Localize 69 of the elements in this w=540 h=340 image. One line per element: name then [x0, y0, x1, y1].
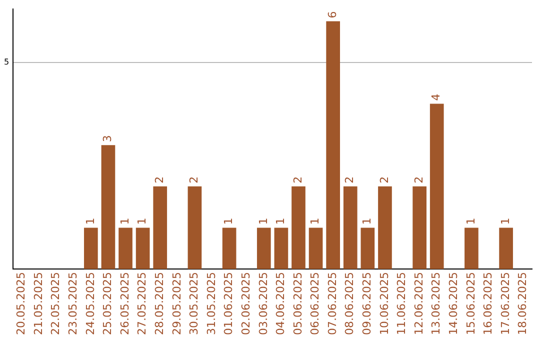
- bar: [499, 228, 513, 270]
- data-label: 6: [326, 11, 339, 18]
- x-tick-label: 16.06.2025: [482, 272, 495, 336]
- data-label: 2: [152, 176, 166, 184]
- x-tick-label: 23.05.2025: [66, 272, 80, 336]
- data-label: 1: [360, 218, 374, 225]
- data-label: 2: [343, 176, 356, 184]
- bar: [153, 186, 168, 270]
- bar: [360, 228, 375, 270]
- data-label: 1: [498, 218, 512, 225]
- x-tick-label: 26.05.2025: [118, 272, 132, 336]
- bar: [136, 228, 150, 270]
- x-tick-label: 11.06.2025: [395, 272, 408, 336]
- x-tick-label: 29.05.2025: [170, 272, 184, 336]
- x-tick-label: 31.05.2025: [204, 272, 218, 336]
- data-label: 1: [222, 218, 236, 225]
- x-tick-label: 20.05.2025: [14, 272, 28, 336]
- x-tick-label: 09.06.2025: [360, 272, 374, 336]
- x-tick-label: 01.06.2025: [222, 272, 236, 336]
- x-tick-label: 06.06.2025: [308, 272, 322, 336]
- data-label: 2: [378, 176, 391, 184]
- data-label: 1: [256, 218, 270, 225]
- bar: [188, 186, 202, 270]
- x-tick-label: 22.05.2025: [49, 272, 62, 336]
- x-tick-label: 28.05.2025: [152, 272, 166, 336]
- bar: [274, 228, 288, 270]
- x-tick-label: 10.06.2025: [378, 272, 391, 336]
- x-tick-label: 30.05.2025: [188, 272, 201, 336]
- data-label: 1: [84, 218, 97, 225]
- bar: [430, 104, 444, 270]
- data-label: 4: [430, 94, 443, 101]
- x-tick-label: 04.06.2025: [274, 272, 288, 336]
- bar: [378, 186, 392, 270]
- x-tick-label: 15.06.2025: [464, 272, 478, 336]
- data-label: 1: [464, 218, 478, 225]
- x-tick-label: 14.06.2025: [447, 272, 460, 336]
- data-label: 1: [118, 218, 132, 225]
- x-tick-label: 27.05.2025: [136, 272, 149, 336]
- bar: [256, 228, 271, 270]
- data-label: 2: [291, 176, 304, 184]
- x-tick-label: 21.05.2025: [32, 272, 45, 336]
- x-tick-label: 17.06.2025: [498, 272, 512, 336]
- x-tick-label: 03.06.2025: [256, 272, 270, 336]
- x-tick-label: 07.06.2025: [326, 272, 339, 336]
- bar: [222, 228, 236, 270]
- bar: [292, 186, 306, 270]
- data-label: 1: [136, 218, 149, 225]
- x-tick-label: 02.06.2025: [239, 272, 252, 336]
- bar: [308, 228, 323, 270]
- bar: [464, 228, 478, 270]
- bar: [326, 21, 340, 270]
- x-tick-label: 18.06.2025: [516, 272, 530, 336]
- x-tick-label: 05.06.2025: [291, 272, 304, 336]
- data-label: 3: [101, 135, 114, 142]
- x-tick-label: 12.06.2025: [412, 272, 426, 336]
- x-tick-label: 08.06.2025: [343, 272, 356, 336]
- bar: [412, 186, 426, 270]
- y-tick-label: 5: [4, 58, 10, 67]
- data-label: 2: [188, 176, 201, 184]
- data-label: 2: [412, 176, 426, 184]
- bar: [84, 228, 98, 270]
- x-tick-label: 24.05.2025: [84, 272, 97, 336]
- data-label: 1: [274, 218, 288, 225]
- x-tick-label: 25.05.2025: [101, 272, 114, 336]
- bar: [118, 228, 132, 270]
- x-tick-label: 13.06.2025: [430, 272, 443, 336]
- bar: [101, 145, 116, 270]
- bar: [343, 186, 358, 270]
- data-label: 1: [308, 218, 322, 225]
